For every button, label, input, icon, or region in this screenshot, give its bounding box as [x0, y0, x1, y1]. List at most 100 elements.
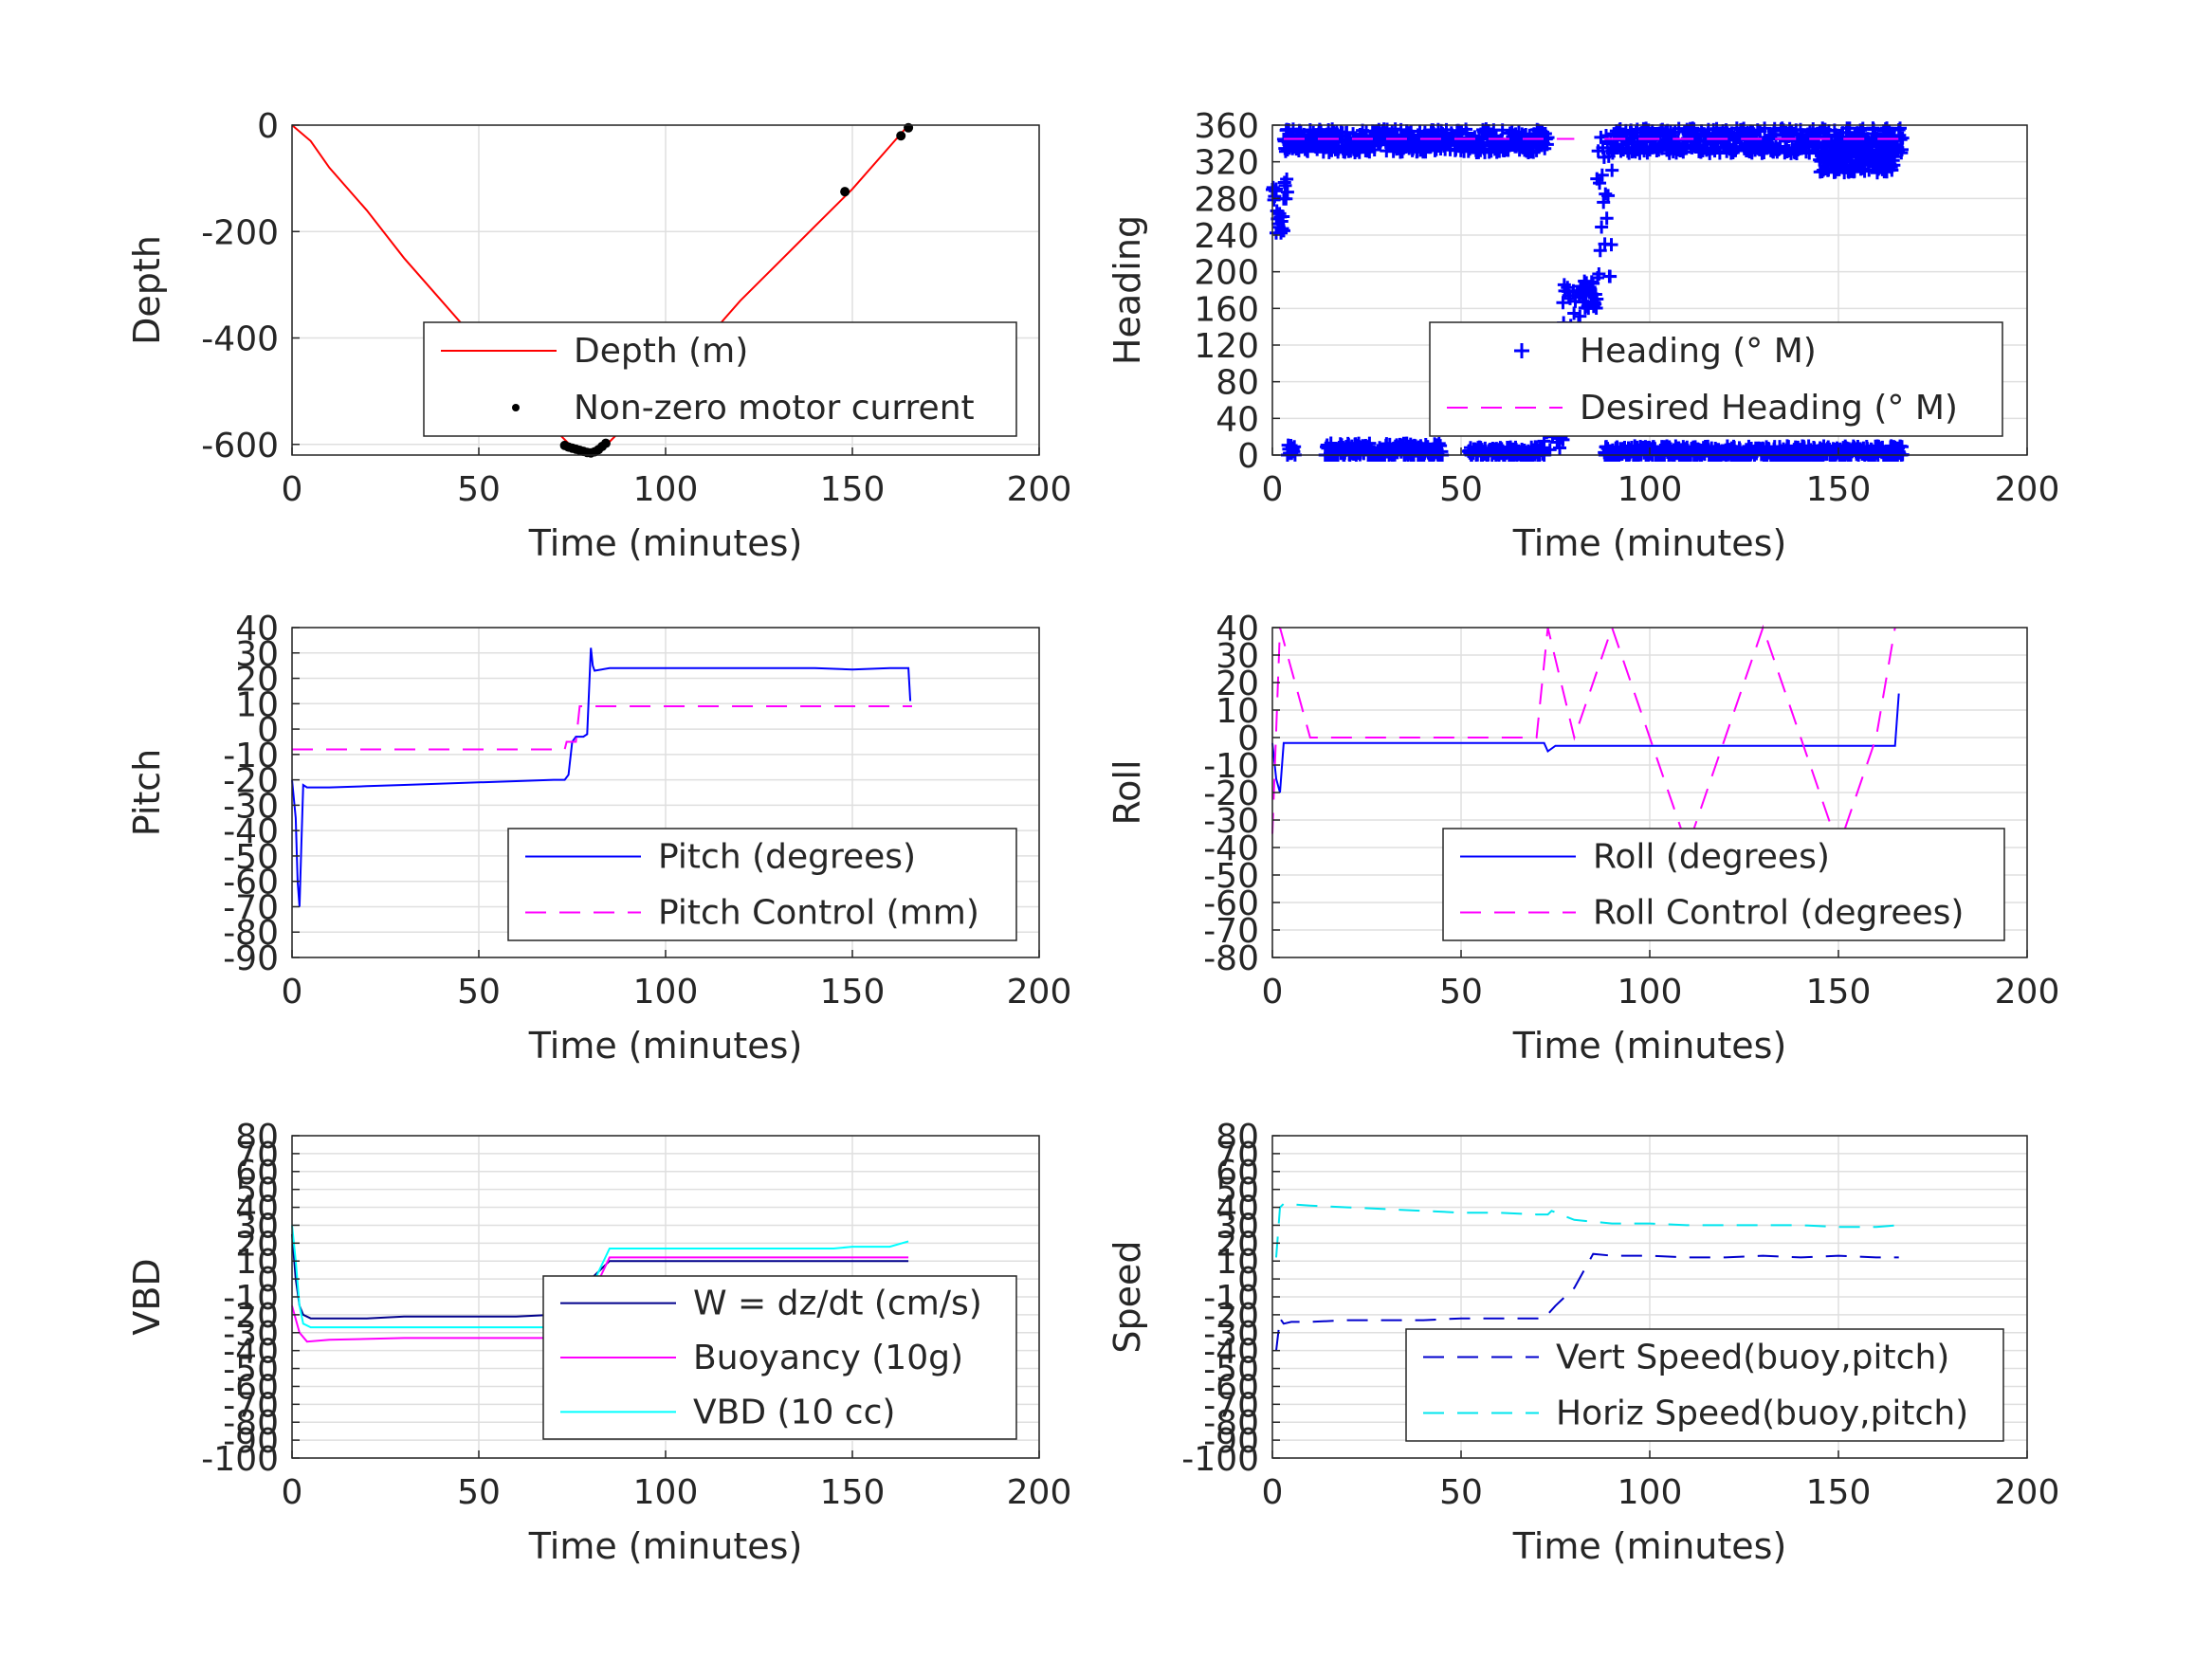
y-tick-label: -100: [201, 1440, 279, 1479]
y-tick-label: 20: [235, 1225, 279, 1264]
data-point: [1556, 296, 1570, 310]
data-point: [1705, 141, 1719, 155]
legend-label: VBD (10 cc): [693, 1393, 895, 1431]
legend-label: Pitch (degrees): [658, 838, 916, 877]
y-tick-label: 10: [1216, 1243, 1259, 1282]
y-tick-label: 0: [257, 1261, 279, 1300]
legend-marker: [1514, 343, 1529, 358]
data-point: [1600, 211, 1614, 226]
x-tick-label: 150: [820, 973, 886, 1012]
data-point: [1595, 220, 1609, 234]
x-tick-label: 100: [1618, 973, 1683, 1012]
data-point: [1279, 191, 1293, 206]
y-tick-label: 0: [1237, 1261, 1259, 1300]
panel-heading: 0 50 100 150 20004080120160200240280320360Ti…: [1106, 107, 2059, 564]
y-tick-label: 0: [1237, 437, 1259, 476]
y-tick-label: 40: [1216, 1190, 1259, 1229]
series-1: [1275, 1252, 1899, 1351]
x-tick-label: 200: [1007, 470, 1072, 509]
data-point: [1543, 443, 1557, 457]
panel-vbd: 0 50 100 150 20080706050403020100-10-20-30-4…: [126, 1118, 1071, 1567]
legend-label: Depth (m): [574, 332, 748, 371]
y-axis-label: VBD: [126, 1258, 168, 1335]
panel-speed: 0 50 100 150 20080706050403020100-10-20-30-4…: [1106, 1118, 2059, 1567]
y-tick-label: 50: [235, 1172, 279, 1211]
x-tick-label: 0: [1262, 1473, 1284, 1512]
data-point: [1842, 121, 1856, 136]
y-tick-label: -30: [223, 1315, 279, 1354]
series-line: [1275, 1202, 1899, 1258]
legend-label: Roll Control (degrees): [1593, 894, 1964, 933]
y-tick-label: 40: [1216, 610, 1259, 648]
x-tick-label: 200: [1007, 1473, 1072, 1512]
y-tick-label: 60: [1216, 1154, 1259, 1193]
legend-frame: [1405, 1328, 2004, 1442]
x-tick-label: 50: [1439, 1473, 1483, 1512]
y-tick-label: 10: [235, 685, 279, 724]
x-tick-label: 100: [1618, 470, 1683, 509]
y-tick-label: -50: [223, 838, 279, 877]
data-point: [1895, 142, 1909, 156]
x-tick-label: 0: [282, 470, 303, 509]
legend-label: W = dz/dt (cm/s): [693, 1285, 982, 1323]
data-point: [1567, 306, 1581, 320]
x-tick-label: 50: [1439, 470, 1483, 509]
x-tick-label: 200: [1995, 470, 2060, 509]
y-tick-label: 30: [235, 635, 279, 674]
x-tick-label: 200: [1995, 973, 2060, 1012]
x-tick-label: 50: [457, 1473, 501, 1512]
data-point: [1280, 173, 1294, 187]
y-tick-label: 200: [1194, 254, 1259, 293]
y-tick-label: 80: [1216, 364, 1259, 403]
data-point: [1592, 267, 1606, 282]
x-tick-label: 0: [282, 973, 303, 1012]
y-tick-label: 240: [1194, 217, 1259, 256]
data-point: [1593, 176, 1607, 191]
x-tick-label: 150: [820, 1473, 886, 1512]
y-tick-label: -70: [223, 1386, 279, 1425]
x-axis-label: Time (minutes): [528, 522, 803, 564]
data-point: [1893, 121, 1907, 136]
x-tick-label: 200: [1007, 973, 1072, 1012]
data-point: [1604, 238, 1618, 252]
x-axis-label: Time (minutes): [1512, 522, 1787, 564]
y-tick-label: -50: [1203, 1351, 1259, 1390]
y-tick-label: 40: [1216, 400, 1259, 439]
data-point: [1599, 187, 1613, 201]
legend-label: Desired Heading (° M): [1580, 389, 1958, 428]
y-tick-label: -80: [223, 914, 279, 953]
y-tick-label: -80: [223, 1404, 279, 1443]
y-tick-label: 30: [235, 1207, 279, 1246]
y-tick-label: -10: [223, 737, 279, 775]
data-point: [1541, 131, 1555, 145]
x-tick-label: 150: [1806, 973, 1872, 1012]
y-tick-label: 50: [1216, 1172, 1259, 1211]
data-point: [840, 187, 850, 197]
legend-label: Roll (degrees): [1593, 838, 1830, 877]
y-tick-label: 60: [235, 1154, 279, 1193]
x-axis-label: Time (minutes): [528, 1025, 803, 1066]
y-tick-label: -40: [223, 1333, 279, 1372]
x-axis-label: Time (minutes): [1512, 1525, 1787, 1567]
legend: W = dz/dt (cm/s) Buoyancy (10g) VBD (10 cc…: [542, 1275, 1017, 1440]
panel-depth: 0 50 100 150 200 0 -200 -400 -600 Time (minutes) D…: [126, 107, 1071, 564]
legend-label: Pitch Control (mm): [658, 894, 979, 933]
y-tick-label: -70: [1203, 1386, 1259, 1425]
y-tick-label: 160: [1194, 290, 1259, 329]
data-point: [1603, 269, 1618, 283]
legend-marker: [512, 404, 520, 411]
x-tick-label: 50: [457, 973, 501, 1012]
x-tick-label: 50: [457, 470, 501, 509]
data-point: [896, 131, 906, 141]
data-point: [1888, 144, 1902, 158]
y-tick-label: -20: [1203, 1297, 1259, 1336]
legend-frame: [1442, 828, 2005, 941]
data-point: [1590, 292, 1604, 306]
y-tick-label: -400: [201, 320, 279, 359]
series-line: [292, 705, 912, 751]
y-tick-label: -60: [1203, 884, 1259, 923]
x-tick-label: 100: [633, 470, 699, 509]
series-line: [1275, 1252, 1899, 1351]
y-tick-label: -80: [1203, 939, 1259, 978]
x-tick-label: 100: [633, 1473, 699, 1512]
